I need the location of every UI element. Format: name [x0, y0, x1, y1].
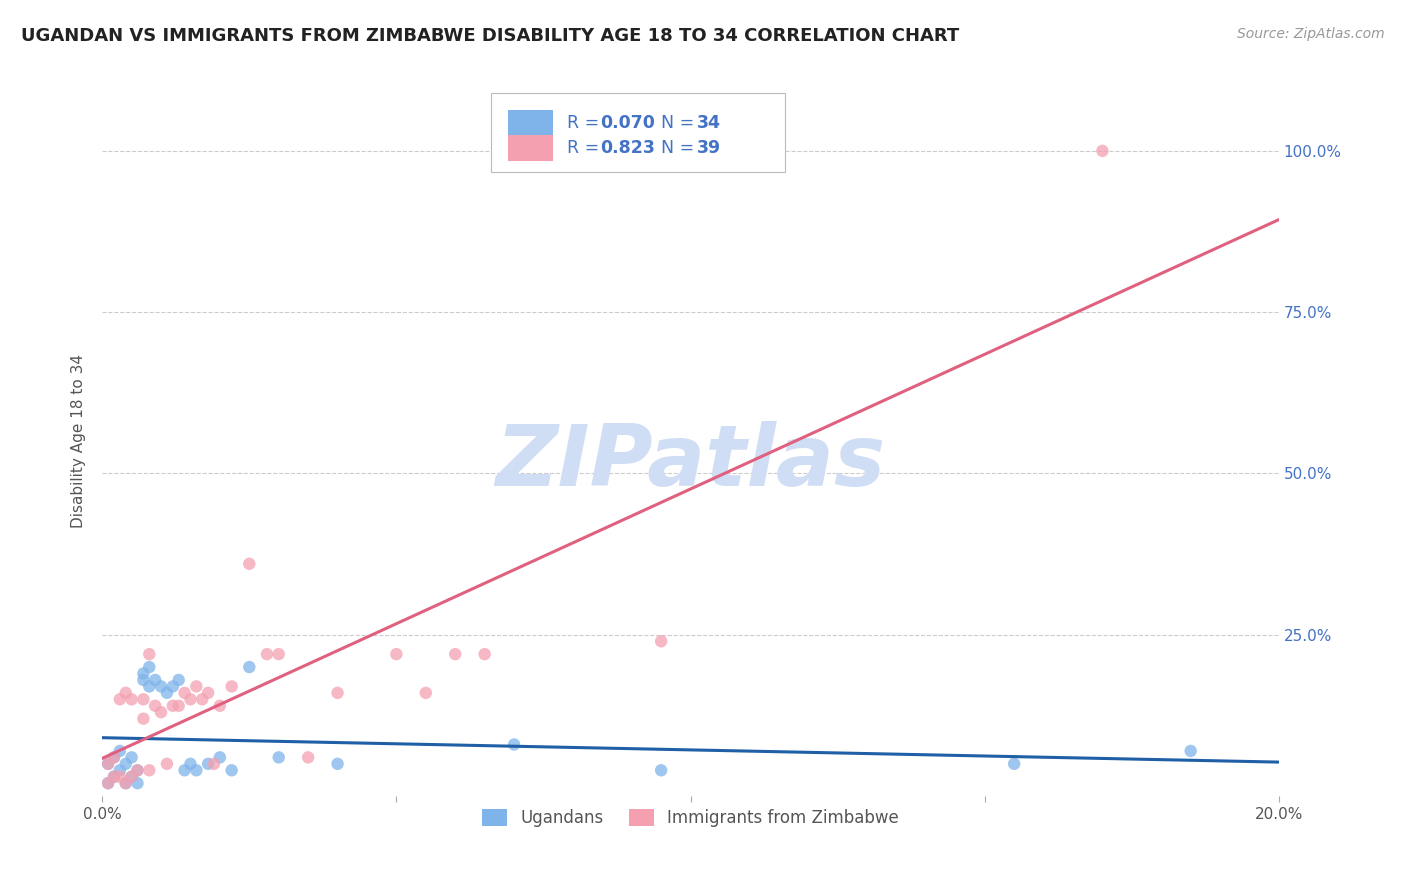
- Point: [1091, 144, 1114, 158]
- Point: [208, 750, 231, 764]
- Text: UGANDAN VS IMMIGRANTS FROM ZIMBABWE DISABILITY AGE 18 TO 34 CORRELATION CHART: UGANDAN VS IMMIGRANTS FROM ZIMBABWE DISA…: [21, 27, 959, 45]
- Point: [650, 764, 672, 778]
- Point: [208, 698, 231, 713]
- Point: [108, 770, 131, 784]
- Point: [150, 705, 173, 719]
- Point: [103, 750, 125, 764]
- Text: R =: R =: [567, 113, 605, 131]
- Point: [103, 770, 125, 784]
- Point: [444, 647, 467, 661]
- Point: [143, 673, 166, 687]
- Point: [238, 557, 260, 571]
- Point: [503, 738, 526, 752]
- Point: [132, 712, 155, 726]
- Text: N =: N =: [661, 139, 700, 157]
- Point: [108, 692, 131, 706]
- Text: 0.070: 0.070: [600, 113, 655, 131]
- Point: [127, 776, 149, 790]
- Point: [167, 673, 190, 687]
- Point: [173, 764, 195, 778]
- Point: [162, 680, 184, 694]
- Text: R =: R =: [567, 139, 605, 157]
- Point: [132, 666, 155, 681]
- Text: 34: 34: [696, 113, 720, 131]
- Point: [173, 686, 195, 700]
- Text: ZIPatlas: ZIPatlas: [495, 421, 886, 504]
- Point: [103, 770, 125, 784]
- Point: [121, 770, 143, 784]
- Point: [114, 776, 136, 790]
- Point: [179, 692, 201, 706]
- Point: [97, 776, 120, 790]
- Point: [138, 660, 160, 674]
- Point: [186, 764, 208, 778]
- Point: [150, 680, 173, 694]
- Point: [221, 680, 243, 694]
- Point: [132, 673, 155, 687]
- Point: [138, 764, 160, 778]
- Point: [221, 764, 243, 778]
- Point: [202, 756, 225, 771]
- Point: [197, 756, 219, 771]
- Point: [108, 744, 131, 758]
- Point: [415, 686, 437, 700]
- Point: [103, 750, 125, 764]
- Point: [191, 692, 214, 706]
- Point: [127, 764, 149, 778]
- Point: [326, 756, 349, 771]
- Point: [267, 750, 290, 764]
- Point: [114, 776, 136, 790]
- Legend: Ugandans, Immigrants from Zimbabwe: Ugandans, Immigrants from Zimbabwe: [475, 803, 905, 834]
- Point: [121, 770, 143, 784]
- Point: [1180, 744, 1202, 758]
- Point: [138, 680, 160, 694]
- Point: [238, 660, 260, 674]
- Point: [127, 764, 149, 778]
- Point: [179, 756, 201, 771]
- Point: [474, 647, 496, 661]
- Point: [97, 776, 120, 790]
- Point: [121, 750, 143, 764]
- Point: [97, 756, 120, 771]
- Point: [197, 686, 219, 700]
- Point: [186, 680, 208, 694]
- Point: [267, 647, 290, 661]
- Point: [156, 756, 179, 771]
- Point: [143, 698, 166, 713]
- Point: [650, 634, 672, 648]
- Point: [121, 692, 143, 706]
- Point: [162, 698, 184, 713]
- Point: [97, 756, 120, 771]
- Point: [385, 647, 408, 661]
- Point: [167, 698, 190, 713]
- Point: [138, 647, 160, 661]
- Text: Source: ZipAtlas.com: Source: ZipAtlas.com: [1237, 27, 1385, 41]
- Text: N =: N =: [661, 113, 700, 131]
- Text: 39: 39: [696, 139, 721, 157]
- Point: [114, 686, 136, 700]
- Point: [297, 750, 319, 764]
- FancyBboxPatch shape: [491, 94, 785, 171]
- FancyBboxPatch shape: [508, 110, 553, 136]
- FancyBboxPatch shape: [508, 136, 553, 161]
- Point: [326, 686, 349, 700]
- Point: [156, 686, 179, 700]
- Point: [256, 647, 278, 661]
- Y-axis label: Disability Age 18 to 34: Disability Age 18 to 34: [72, 354, 86, 528]
- Point: [1002, 756, 1025, 771]
- Point: [132, 692, 155, 706]
- Point: [108, 764, 131, 778]
- Text: 0.823: 0.823: [600, 139, 655, 157]
- Point: [114, 756, 136, 771]
